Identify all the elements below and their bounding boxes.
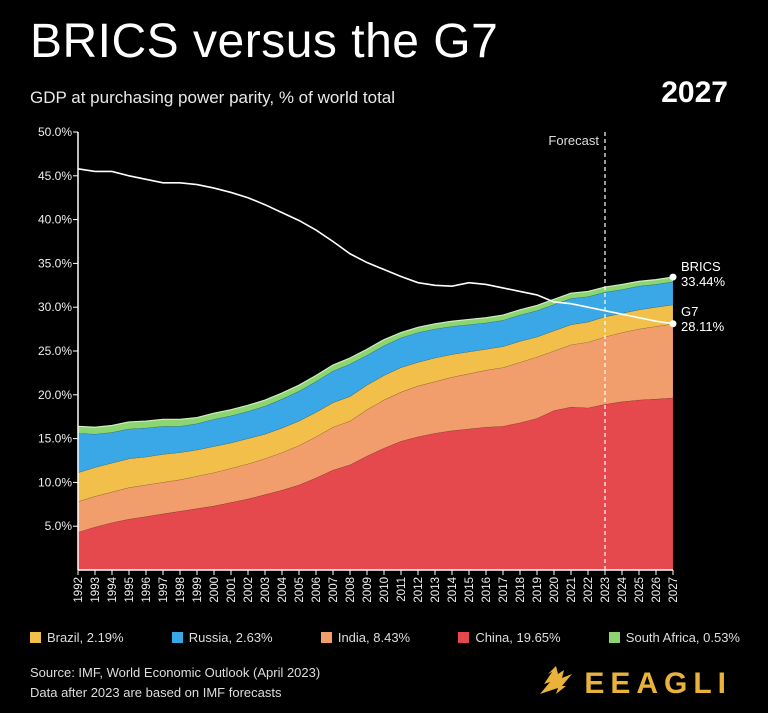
x-tick-label: 2001 — [226, 577, 238, 603]
legend-swatch — [320, 632, 332, 643]
line-brics — [77, 276, 674, 428]
x-tick-label: 2003 — [260, 577, 272, 603]
x-tick-label: 2027 — [668, 577, 680, 603]
legend-label: Brazil, 2.19% — [47, 630, 124, 645]
eagle-logo-icon — [538, 664, 574, 703]
x-tick-label: 2019 — [532, 577, 544, 603]
x-tick-label: 1994 — [107, 576, 119, 602]
x-tick-label: 2022 — [583, 577, 595, 603]
x-tick-label: 2012 — [413, 577, 425, 603]
x-tick-label: 2005 — [294, 577, 306, 603]
x-tick-label: 2010 — [379, 577, 391, 603]
x-tick-label: 2004 — [277, 576, 289, 602]
x-tick-label: 1997 — [158, 577, 170, 603]
end-label-name-brics: BRICS — [681, 259, 721, 274]
x-tick-label: 2009 — [362, 577, 374, 603]
legend-swatch — [608, 632, 620, 643]
gdp-area-chart: 5.0% 10.0% 15.0% 20.0% 25.0% 30.0% 35.0% 40.0% 4… — [38, 125, 726, 603]
source-line-1: Source: IMF, World Economic Outlook (Apr… — [30, 665, 321, 680]
x-tick-label: 1998 — [175, 577, 187, 603]
source-line-2: Data after 2023 are based on IMF forecas… — [30, 685, 282, 700]
legend-swatch — [30, 632, 41, 643]
year-label: 2027 — [661, 76, 728, 109]
x-tick-label: 1996 — [141, 577, 153, 603]
x-tick-label: 2008 — [345, 577, 357, 603]
x-tick-label: 2026 — [651, 577, 663, 603]
brand-name: EEAGLI — [584, 666, 732, 700]
x-tick-label: 2006 — [311, 577, 323, 603]
line-g7 — [77, 168, 674, 325]
legend-label: India, 8.43% — [337, 630, 411, 645]
chart-subtitle: GDP at purchasing power parity, % of wor… — [30, 88, 396, 107]
end-label-value-brics: 33.44% — [681, 274, 726, 289]
y-tick-label: 45.0% — [38, 169, 72, 183]
legend-label: South Africa, 0.53% — [625, 630, 740, 645]
y-tick-label: 5.0% — [45, 519, 73, 533]
y-tick-label: 40.0% — [38, 213, 72, 227]
y-tick-label: 35.0% — [38, 256, 72, 270]
legend-item-south_africa: South Africa, 0.53% — [608, 630, 740, 645]
x-tick-label: 2013 — [430, 577, 442, 603]
chart-legend: Brazil, 2.19% Russia, 2.63% India, 8.43% Ch… — [30, 630, 740, 645]
x-tick-label: 2007 — [328, 577, 340, 603]
x-tick-label: 1992 — [73, 577, 85, 603]
legend-item-brazil: Brazil, 2.19% — [30, 630, 124, 645]
y-tick-label: 30.0% — [38, 300, 72, 314]
x-tick-label: 2017 — [498, 577, 510, 603]
end-label-value-g7: 28.11% — [681, 319, 725, 334]
brand-logo: EEAGLI — [538, 664, 732, 703]
x-tick-label: 2021 — [566, 577, 578, 603]
x-tick-label: 2024 — [617, 576, 629, 602]
x-tick-label: 2014 — [447, 576, 459, 602]
x-tick-label: 2016 — [481, 577, 493, 603]
x-tick-label: 1995 — [124, 577, 136, 603]
chart-title: BRICS versus the G7 — [30, 15, 499, 68]
y-tick-label: 50.0% — [38, 125, 72, 139]
legend-item-india: India, 8.43% — [320, 630, 411, 645]
x-tick-label: 2020 — [549, 577, 561, 603]
y-tick-label: 20.0% — [38, 388, 72, 402]
legend-swatch — [171, 632, 183, 643]
x-tick-label: 2000 — [209, 577, 221, 603]
x-tick-label: 2002 — [243, 577, 255, 603]
end-label-name-g7: G7 — [681, 304, 698, 319]
legend-swatch — [458, 632, 470, 643]
x-tick-label: 2011 — [396, 577, 408, 602]
y-tick-label: 10.0% — [38, 475, 72, 489]
x-tick-label: 2015 — [464, 577, 476, 603]
legend-item-russia: Russia, 2.63% — [171, 630, 273, 645]
legend-label: China, 19.65% — [475, 630, 561, 645]
x-tick-label: 2018 — [515, 577, 527, 603]
x-tick-label: 1993 — [90, 577, 102, 603]
y-tick-label: 15.0% — [38, 432, 72, 446]
legend-label: Russia, 2.63% — [188, 630, 273, 645]
x-tick-label: 2023 — [600, 577, 612, 603]
legend-item-china: China, 19.65% — [458, 630, 561, 645]
end-marker-brics — [669, 273, 677, 281]
forecast-label: Forecast — [548, 133, 599, 148]
source-note: Source: IMF, World Economic Outlook (Apr… — [30, 663, 320, 703]
x-tick-label: 2025 — [634, 577, 646, 603]
y-tick-label: 25.0% — [38, 344, 72, 358]
x-tick-label: 1999 — [192, 577, 204, 603]
end-marker-g7 — [669, 320, 677, 328]
